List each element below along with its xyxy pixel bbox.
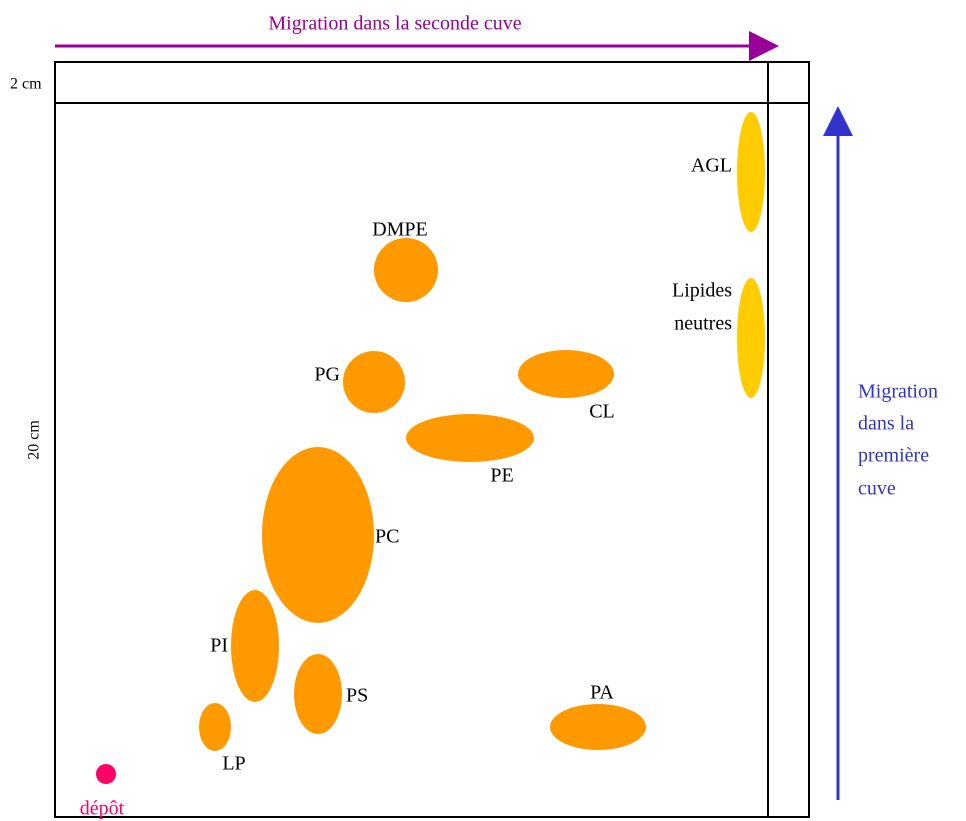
spot-label: neutres	[674, 313, 732, 335]
spot-label: AGL	[691, 155, 732, 177]
scale-top: 2 cm	[10, 76, 42, 93]
spot	[262, 447, 374, 623]
right-arrow-label: Migration	[858, 381, 938, 403]
spot-label: PI	[210, 635, 228, 657]
spot	[199, 703, 231, 751]
spot-label: PE	[490, 465, 513, 487]
spot	[550, 704, 646, 750]
spot	[231, 590, 279, 702]
spot	[374, 238, 438, 302]
spot-label: PS	[346, 685, 368, 707]
spot-label: PG	[314, 364, 340, 386]
spot-label: CL	[589, 401, 615, 423]
origin-dot	[96, 764, 116, 784]
spot	[518, 350, 614, 398]
spot	[294, 654, 342, 734]
right-arrow-label: dans la	[858, 413, 914, 435]
right-arrow-label: première	[858, 445, 929, 467]
spot-label: PC	[375, 526, 399, 548]
spot-label: Lipides	[672, 280, 732, 302]
spot	[737, 112, 765, 232]
scale-side: 20 cm	[26, 420, 43, 460]
spot	[737, 278, 765, 398]
spot-label: DMPE	[372, 219, 428, 241]
spot-label: LP	[222, 753, 245, 775]
origin-label: dépôt	[80, 798, 125, 820]
spot	[406, 414, 534, 462]
top-arrow-label: Migration dans la seconde cuve	[268, 13, 521, 35]
spot-label: PA	[590, 682, 614, 704]
plate	[54, 61, 810, 818]
spot	[343, 351, 405, 413]
right-arrow-label: cuve	[858, 478, 896, 500]
